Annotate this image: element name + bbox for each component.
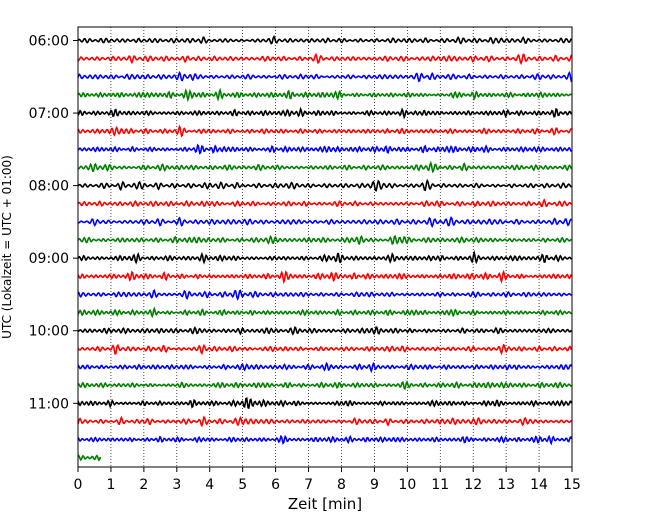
x-tick-label: 8 (337, 477, 346, 493)
x-tick-label: 10 (398, 477, 416, 493)
trace-line (77, 249, 573, 265)
x-tick-label: 0 (74, 477, 83, 493)
trace-line (77, 434, 573, 446)
trace-line (77, 361, 573, 374)
y-tick-label: 08:00 (29, 179, 69, 195)
trace-line (77, 380, 572, 391)
trace-line (77, 160, 573, 174)
y-tick-label: 11:00 (29, 396, 69, 412)
x-tick-label: 1 (106, 477, 115, 493)
trace-line (77, 288, 572, 302)
x-tick-label: 7 (304, 477, 313, 493)
x-tick-label: 14 (530, 477, 548, 493)
y-axis-label: UTC (Lokalzeit = UTC + 01:00) (0, 155, 14, 339)
trace-line (77, 325, 573, 336)
trace-line (77, 178, 572, 192)
plot-background (78, 27, 572, 467)
x-tick-label: 2 (139, 477, 148, 493)
trace-group (77, 35, 573, 462)
trace-line (77, 216, 573, 228)
x-tick-label: 12 (464, 477, 482, 493)
x-tick-label: 5 (238, 477, 247, 493)
y-ticks: 06:00 07:00 08:00 09:00 10:00 11:00 (29, 34, 78, 412)
trace-line (77, 234, 572, 246)
plot-frame (77, 26, 573, 468)
trace-line (77, 269, 573, 285)
trace-line (77, 124, 572, 138)
x-tick-label: 3 (172, 477, 181, 493)
trace-line (77, 454, 102, 462)
trace-line (77, 52, 573, 66)
trace-line (77, 143, 572, 155)
trace-line (77, 306, 572, 319)
trace-line (77, 87, 572, 103)
y-tick-label: 10:00 (29, 324, 69, 340)
trace-line (77, 70, 573, 83)
y-tick-label: 09:00 (29, 251, 69, 267)
y-tick-label: 06:00 (29, 34, 69, 50)
trace-line (77, 198, 573, 208)
grid-lines (110, 27, 540, 467)
x-tick-label: 11 (431, 477, 449, 493)
x-tick-label: 15 (563, 477, 581, 493)
x-axis-label: Zeit [min] (288, 495, 362, 513)
trace-line (77, 397, 573, 410)
y-tick-label: 07:00 (29, 106, 69, 122)
trace-line (77, 35, 573, 45)
x-tick-label: 13 (497, 477, 515, 493)
x-tick-label: 6 (271, 477, 280, 493)
trace-line (77, 106, 573, 120)
trace-line (77, 415, 573, 428)
x-tick-label: 4 (205, 477, 214, 493)
x-tick-label: 9 (370, 477, 379, 493)
x-ticks: 0 1 2 3 4 5 6 7 8 9 10 11 12 13 14 15 (74, 467, 581, 493)
trace-line (77, 343, 573, 356)
